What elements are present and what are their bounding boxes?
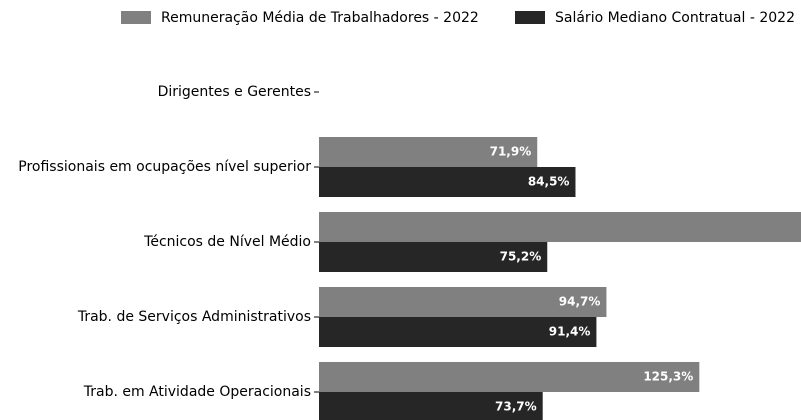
bar — [319, 317, 597, 347]
bar — [319, 137, 538, 167]
value-label: 125,3% — [643, 370, 693, 384]
legend-swatch — [515, 11, 545, 24]
bar — [319, 212, 801, 242]
value-label: 71,9% — [490, 145, 532, 159]
y-tick-label: Profissionais em ocupações nível superio… — [18, 159, 311, 175]
bar — [319, 392, 543, 420]
y-tick-label: Técnicos de Nível Médio — [143, 234, 311, 250]
bar — [319, 287, 607, 317]
legend-label: Salário Mediano Contratual - 2022 — [555, 10, 795, 26]
value-label: 91,4% — [549, 325, 591, 339]
value-label: 84,5% — [528, 175, 570, 189]
value-label: 73,7% — [495, 400, 537, 414]
bar — [319, 242, 548, 272]
legend-swatch — [121, 11, 151, 24]
y-tick-label: Trab. de Serviços Administrativos — [77, 309, 311, 325]
y-tick-label: Trab. em Atividade Operacionais — [83, 384, 311, 400]
value-label: 94,7% — [559, 295, 601, 309]
legend-label: Remuneração Média de Trabalhadores - 202… — [161, 10, 479, 26]
bar — [319, 167, 576, 197]
bar — [319, 362, 700, 392]
y-tick-label: Dirigentes e Gerentes — [158, 84, 311, 100]
value-label: 75,2% — [500, 250, 542, 264]
